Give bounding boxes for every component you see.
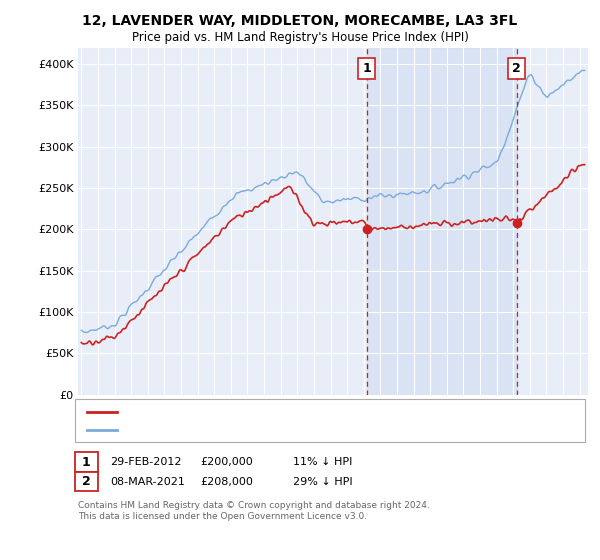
Text: 11% ↓ HPI: 11% ↓ HPI: [293, 457, 352, 467]
Text: 2: 2: [512, 62, 521, 75]
Text: 2: 2: [82, 475, 91, 488]
Bar: [367, 48, 517, 395]
Text: 29-FEB-2012: 29-FEB-2012: [110, 457, 181, 467]
Text: £200,000: £200,000: [200, 457, 253, 467]
Text: 1: 1: [362, 62, 371, 75]
Text: HPI: Average price, detached house, Lancaster: HPI: Average price, detached house, Lanc…: [123, 424, 367, 435]
Text: 29% ↓ HPI: 29% ↓ HPI: [293, 477, 352, 487]
Text: 1: 1: [82, 455, 91, 469]
Text: 12, LAVENDER WAY, MIDDLETON, MORECAMBE, LA3 3FL (detached house): 12, LAVENDER WAY, MIDDLETON, MORECAMBE, …: [123, 407, 510, 417]
Text: 12, LAVENDER WAY, MIDDLETON, MORECAMBE, LA3 3FL: 12, LAVENDER WAY, MIDDLETON, MORECAMBE, …: [82, 14, 518, 28]
Text: Price paid vs. HM Land Registry's House Price Index (HPI): Price paid vs. HM Land Registry's House …: [131, 31, 469, 44]
Text: £208,000: £208,000: [200, 477, 253, 487]
Text: Contains HM Land Registry data © Crown copyright and database right 2024.
This d: Contains HM Land Registry data © Crown c…: [78, 501, 430, 521]
Text: 08-MAR-2021: 08-MAR-2021: [110, 477, 185, 487]
